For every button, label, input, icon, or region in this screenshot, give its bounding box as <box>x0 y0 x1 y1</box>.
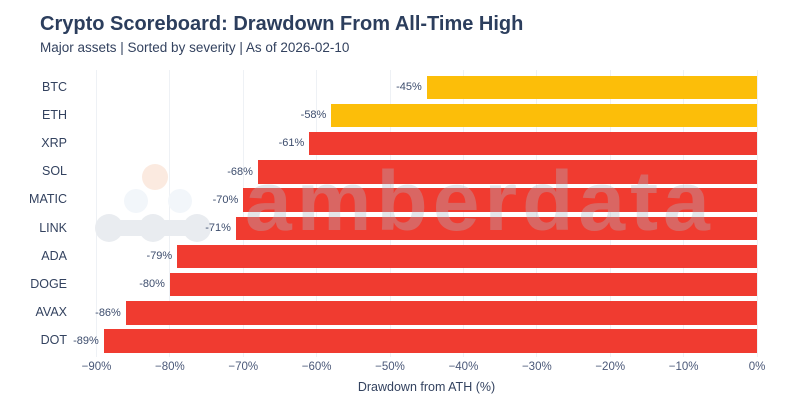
category-label-xrp: XRP <box>41 135 67 150</box>
bar-value-label-doge: -80% <box>139 278 165 291</box>
category-label-matic: MATIC <box>29 192 67 207</box>
category-label-eth: ETH <box>42 107 67 122</box>
grid-line <box>756 70 758 357</box>
bar-doge <box>169 272 757 297</box>
grid-line <box>242 70 244 357</box>
grid-line <box>609 70 611 357</box>
chart-subtitle: Major assets | Sorted by severity | As o… <box>40 40 350 55</box>
x-tick-label: −10% <box>668 361 699 373</box>
category-label-ada: ADA <box>41 248 67 263</box>
bar-value-label-avax: -86% <box>95 306 121 319</box>
category-label-sol: SOL <box>41 164 67 179</box>
category-label-doge: DOGE <box>30 276 67 291</box>
grid-line <box>536 70 538 357</box>
bar-btc <box>426 75 757 99</box>
bar-value-label-dot: -89% <box>73 334 99 347</box>
bar-value-label-sol: -68% <box>227 165 253 178</box>
logo-circle-bottom-left <box>95 214 123 242</box>
x-axis-label: Drawdown from ATH (%) <box>357 380 496 394</box>
chart-title: Crypto Scoreboard: Drawdown From All-Tim… <box>40 13 524 35</box>
category-label-dot: DOT <box>40 333 67 348</box>
category-label-btc: BTC <box>42 79 67 94</box>
x-tick-label: −70% <box>228 361 259 373</box>
bar-avax <box>125 301 757 325</box>
bar-sol <box>257 160 757 184</box>
grid-line <box>169 70 171 357</box>
bar-value-label-xrp: -61% <box>278 137 305 150</box>
bar-value-label-ada: -79% <box>146 250 173 263</box>
bar-xrp <box>309 131 757 156</box>
x-tick-label: 0% <box>748 361 766 373</box>
grid-line <box>462 70 464 357</box>
x-tick-label: −30% <box>521 361 552 373</box>
bar-link <box>235 216 757 240</box>
bar-ada <box>177 244 757 269</box>
category-label-link: LINK <box>39 220 67 235</box>
bar-value-label-btc: -45% <box>396 81 422 93</box>
grid-line <box>316 70 318 357</box>
grid-line <box>389 70 391 357</box>
grid-line <box>683 70 685 357</box>
x-tick-label: −80% <box>155 361 185 373</box>
bar-value-label-link: -71% <box>205 222 231 234</box>
x-tick-label: −60% <box>301 361 332 373</box>
grid-line <box>96 70 97 357</box>
bar-value-label-eth: -58% <box>300 109 327 122</box>
x-tick-label: −50% <box>375 361 405 373</box>
logo-circle-bottom-right <box>183 214 211 242</box>
bar-dot <box>103 329 757 353</box>
logo-circle-mid-right <box>168 189 192 213</box>
logo-circle-mid-left <box>124 189 148 213</box>
category-label-avax: AVAX <box>35 305 68 320</box>
bar-value-label-matic: -70% <box>212 193 239 206</box>
bar-matic <box>243 188 757 212</box>
bar-eth <box>331 103 757 128</box>
x-tick-label: −20% <box>595 361 626 373</box>
logo-circle-bottom-mid <box>139 214 167 242</box>
x-tick-label: −90% <box>81 361 112 373</box>
x-tick-label: −40% <box>448 361 479 373</box>
logo-circle-peach <box>142 164 168 190</box>
